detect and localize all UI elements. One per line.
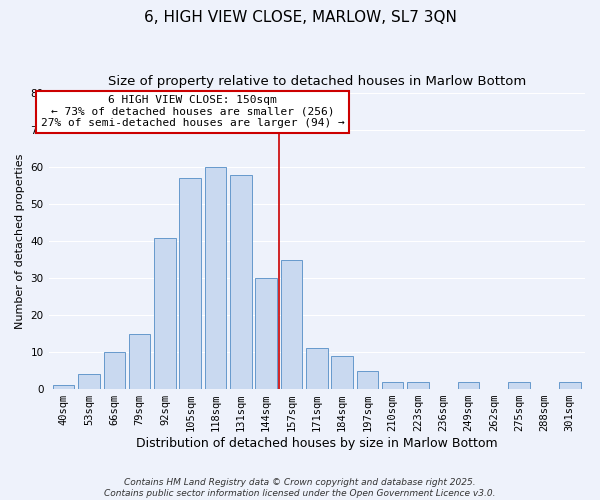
Bar xyxy=(230,174,251,389)
Text: 6, HIGH VIEW CLOSE, MARLOW, SL7 3QN: 6, HIGH VIEW CLOSE, MARLOW, SL7 3QN xyxy=(143,10,457,25)
Bar xyxy=(331,356,353,389)
Bar xyxy=(382,382,403,389)
Bar xyxy=(104,352,125,389)
Bar xyxy=(129,334,151,389)
Bar xyxy=(53,386,74,389)
Bar xyxy=(407,382,429,389)
Bar xyxy=(356,370,378,389)
Bar xyxy=(281,260,302,389)
Y-axis label: Number of detached properties: Number of detached properties xyxy=(15,154,25,329)
Text: Contains HM Land Registry data © Crown copyright and database right 2025.
Contai: Contains HM Land Registry data © Crown c… xyxy=(104,478,496,498)
Bar xyxy=(205,168,226,389)
Bar xyxy=(154,238,176,389)
Bar xyxy=(559,382,581,389)
Bar xyxy=(256,278,277,389)
Bar xyxy=(179,178,201,389)
Title: Size of property relative to detached houses in Marlow Bottom: Size of property relative to detached ho… xyxy=(107,75,526,88)
Bar xyxy=(458,382,479,389)
X-axis label: Distribution of detached houses by size in Marlow Bottom: Distribution of detached houses by size … xyxy=(136,437,497,450)
Bar xyxy=(78,374,100,389)
Bar xyxy=(306,348,328,389)
Text: 6 HIGH VIEW CLOSE: 150sqm
← 73% of detached houses are smaller (256)
27% of semi: 6 HIGH VIEW CLOSE: 150sqm ← 73% of detac… xyxy=(41,95,344,128)
Bar xyxy=(508,382,530,389)
